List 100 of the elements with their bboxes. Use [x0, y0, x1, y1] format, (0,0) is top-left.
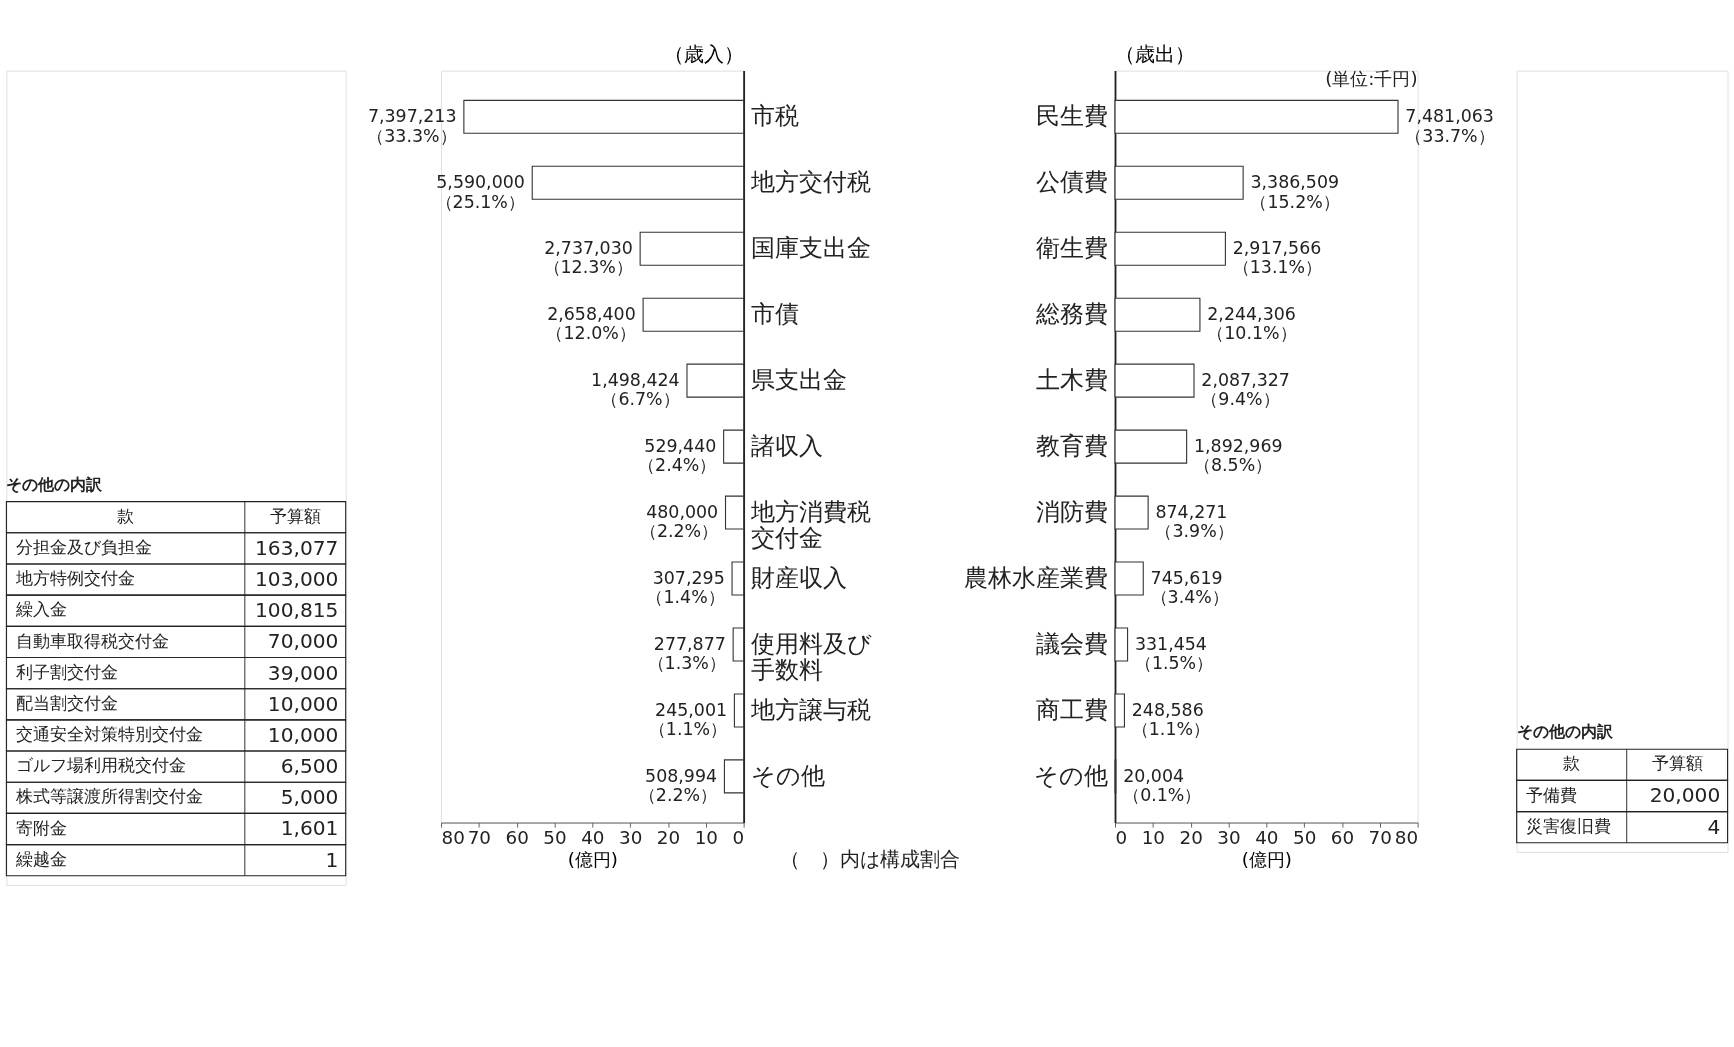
- text: 予算額: [269, 506, 321, 526]
- text: 20,000: [1649, 783, 1721, 808]
- y-tick-label: 商工費: [1036, 695, 1109, 724]
- annotation: 2,244,306 （10.1%）: [1207, 304, 1297, 344]
- chart-title: （歳入）: [663, 41, 744, 66]
- x-tick-label: 60: [1330, 827, 1355, 849]
- x-tick-label: 60: [505, 827, 529, 849]
- text: 4: [1707, 814, 1721, 839]
- category-label: 予備費: [1525, 785, 1577, 805]
- annotation: 307,295 （1.4%）: [646, 568, 725, 608]
- text: 163,077: [255, 535, 339, 560]
- text: 予算額: [1651, 754, 1703, 774]
- text: 5,000: [280, 785, 339, 810]
- x-tick-label: 70: [1368, 827, 1392, 849]
- annotation: 1,892,969 （8.5%）: [1193, 436, 1283, 476]
- annotation: 277,877 （1.3%）: [647, 633, 726, 674]
- x-axis-title: (億円): [567, 849, 618, 871]
- x-tick-label: 70: [467, 827, 492, 849]
- annotation: 7,481,063 （33.7%）: [1405, 106, 1495, 146]
- y-tick-label: 公債費: [1036, 168, 1109, 197]
- annotation: 245,001 （1.1%）: [648, 699, 728, 740]
- category-label: 災害復旧費: [1525, 816, 1611, 836]
- text: 10,000: [267, 722, 339, 747]
- y-tick-label: 財産収入: [751, 563, 848, 592]
- y-tick-label: 諸収入: [751, 431, 824, 460]
- x-tick-label: 50: [543, 827, 567, 849]
- annotation: 248,586 （1.1%）: [1131, 699, 1211, 740]
- y-tick-label: 消防費: [1036, 497, 1109, 526]
- x-tick-label: 80: [441, 827, 465, 849]
- y-tick-label: 地方譲与税: [750, 695, 872, 724]
- y-tick-label: 使用料及び手数料: [751, 629, 873, 684]
- y-tick-label: その他: [1034, 761, 1109, 790]
- category-label: 繰入金: [14, 600, 67, 620]
- text: その他の内訳: [6, 475, 104, 494]
- annotation: 529,440 （2.4%）: [638, 436, 717, 476]
- y-tick-label: 議会費: [1036, 629, 1109, 658]
- y-tick-label: 国庫支出金: [751, 234, 872, 263]
- y-tick-label: 総務費: [1035, 300, 1109, 329]
- y-tick-label: 市債: [751, 300, 800, 329]
- text: 款: [117, 506, 135, 526]
- text: 6,500: [280, 754, 339, 779]
- annotation: 2,737,030 （12.3%）: [543, 238, 633, 278]
- annotation: 745,619 （3.4%）: [1150, 568, 1229, 608]
- x-tick-label: 50: [1292, 827, 1317, 849]
- y-tick-label: 市税: [751, 102, 800, 131]
- x-tick-label: 0: [1115, 827, 1128, 849]
- annotation: 5,590,000 （25.1%）: [435, 172, 525, 212]
- category-label: 利子割交付金: [15, 662, 118, 682]
- y-tick-label: 農林水産業費: [964, 563, 1109, 592]
- x-tick-label: 40: [1255, 827, 1279, 849]
- annotation: 2,658,400 （12.0%）: [546, 304, 636, 344]
- text: 39,000: [267, 660, 339, 685]
- annotation: 3,386,509 （15.2%）: [1250, 172, 1340, 212]
- category-label: 繰越金: [14, 849, 67, 869]
- annotation: 480,000 （2.2%）: [639, 502, 719, 542]
- category-label: 寄附金: [15, 818, 67, 838]
- x-tick-label: 80: [1394, 827, 1419, 849]
- y-tick-label: その他: [751, 761, 826, 790]
- x-tick-label: 20: [656, 827, 681, 849]
- category-label: 株式等譲渡所得割交付金: [14, 787, 203, 807]
- y-tick-label: 民生費: [1036, 102, 1109, 131]
- y-tick-label: 地方交付税: [750, 168, 872, 197]
- x-tick-label: 40: [581, 827, 605, 849]
- text: 款: [1563, 754, 1581, 774]
- y-tick-label: 教育費: [1036, 431, 1109, 460]
- text: （ ）内は構成割合: [780, 846, 961, 871]
- category-label: 配当割交付金: [15, 693, 118, 713]
- x-tick-label: 10: [1141, 827, 1165, 849]
- text: 10,000: [267, 691, 339, 716]
- x-tick-label: 0: [732, 827, 745, 849]
- text: 1: [325, 847, 339, 872]
- y-tick-label: 衛生費: [1036, 234, 1109, 263]
- category-label: ゴルフ場利用税交付金: [15, 756, 186, 776]
- category-label: 分担金及び負担金: [15, 537, 152, 557]
- text: 70,000: [267, 629, 339, 654]
- annotation: 2,087,327 （9.4%）: [1201, 370, 1290, 410]
- category-label: 交通安全対策特別交付金: [15, 725, 203, 745]
- annotation: 7,397,213 （33.3%）: [367, 106, 457, 146]
- category-label: 自動車取得税交付金: [15, 631, 169, 651]
- text: その他の内訳: [1516, 723, 1614, 742]
- y-tick-label: 地方消費税交付金: [750, 497, 872, 552]
- x-tick-label: 20: [1179, 827, 1203, 849]
- x-tick-label: 30: [618, 827, 643, 849]
- annotation: 2,917,566 （13.1%）: [1232, 238, 1323, 278]
- x-axis-title: (億円): [1241, 849, 1292, 871]
- y-tick-label: 県支出金: [751, 366, 848, 394]
- x-tick-label: 30: [1217, 827, 1241, 849]
- annotation: 1,498,424 （6.7%）: [591, 370, 680, 410]
- text: 1,601: [280, 816, 339, 841]
- annotation: (単位:千円): [1325, 68, 1418, 90]
- text: 100,815: [255, 598, 339, 623]
- y-tick-label: 土木費: [1036, 366, 1109, 394]
- annotation: 874,271 （3.9%）: [1155, 502, 1234, 542]
- annotation: 508,994 （2.2%）: [638, 765, 718, 806]
- x-tick-label: 10: [694, 827, 718, 849]
- category-label: 地方特例交付金: [14, 569, 135, 589]
- annotation: 331,454 （1.5%）: [1134, 633, 1214, 674]
- text: 103,000: [255, 567, 339, 591]
- chart-title: （歳出）: [1115, 41, 1196, 66]
- annotation: 20,004 （0.1%）: [1123, 765, 1202, 806]
